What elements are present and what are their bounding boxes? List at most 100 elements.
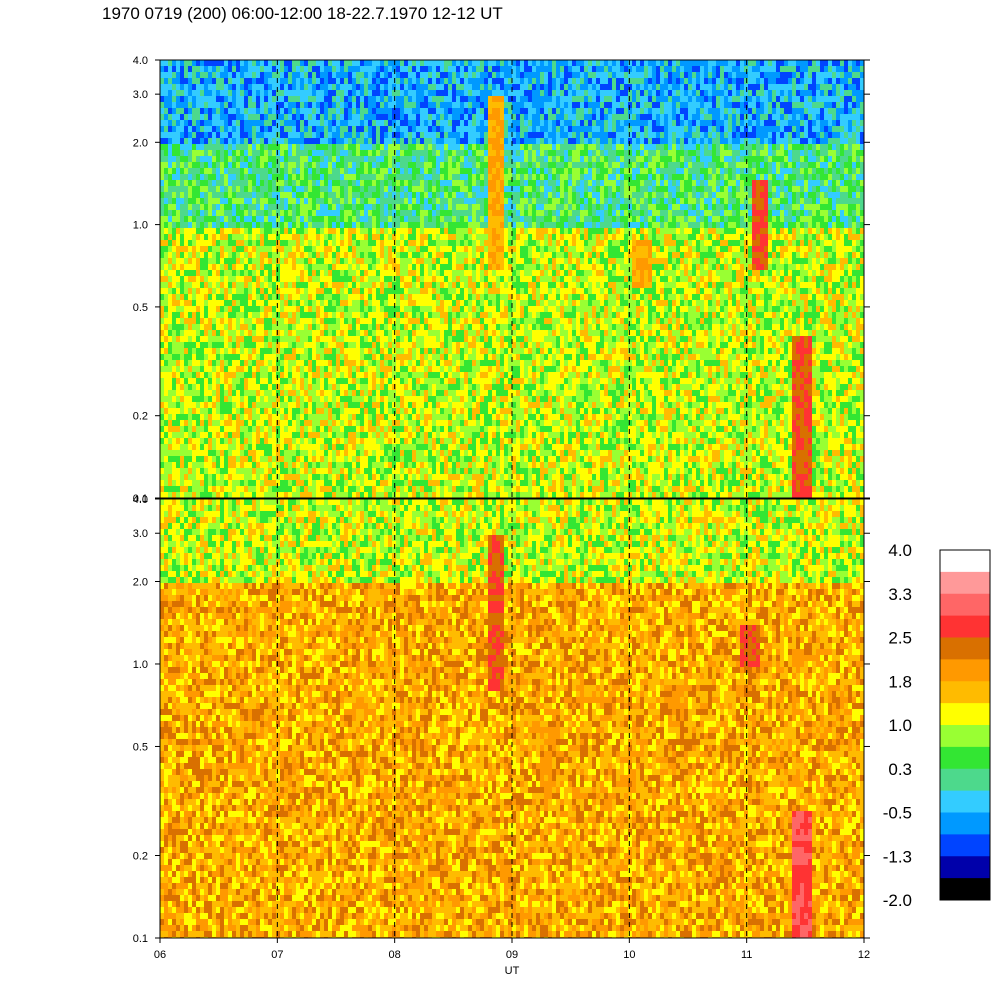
heatmap-cell <box>416 228 420 234</box>
heatmap-cell <box>164 198 168 204</box>
heatmap-cell <box>356 156 360 162</box>
heatmap-cell <box>320 402 324 408</box>
heatmap-cell <box>248 402 252 408</box>
heatmap-cell <box>384 102 388 108</box>
heatmap-cell <box>184 456 188 462</box>
heatmap-cell <box>272 66 276 72</box>
heatmap-cell <box>420 402 424 408</box>
heatmap-cell <box>328 450 332 456</box>
heatmap-cell <box>168 66 172 72</box>
heatmap-cell <box>372 246 376 252</box>
heatmap-cell <box>352 492 356 498</box>
heatmap-cell <box>404 222 408 228</box>
heatmap-cell <box>416 360 420 366</box>
heatmap-cell <box>176 426 180 432</box>
heatmap-cell <box>392 210 396 216</box>
heatmap-cell <box>244 102 248 108</box>
heatmap-cell <box>184 432 188 438</box>
heatmap-cell <box>160 120 164 126</box>
heatmap-cell <box>184 114 188 120</box>
heatmap-cell <box>312 294 316 300</box>
heatmap-cell <box>328 282 332 288</box>
heatmap-cell <box>280 198 284 204</box>
heatmap-cell <box>216 222 220 228</box>
heatmap-cell <box>408 180 412 186</box>
heatmap-cell <box>292 90 296 96</box>
heatmap-cell <box>424 306 428 312</box>
heatmap-cell <box>424 378 428 384</box>
heatmap-cell <box>368 294 372 300</box>
heatmap-cell <box>300 84 304 90</box>
heatmap-cell <box>336 264 340 270</box>
heatmap-cell <box>172 354 176 360</box>
heatmap-cell <box>380 234 384 240</box>
heatmap-cell <box>204 150 208 156</box>
heatmap-cell <box>360 468 364 474</box>
heatmap-cell <box>216 90 220 96</box>
heatmap-cell <box>248 222 252 228</box>
heatmap-cell <box>384 66 388 72</box>
heatmap-cell <box>212 360 216 366</box>
heatmap-cell <box>232 462 236 468</box>
heatmap-cell <box>164 450 168 456</box>
heatmap-cell <box>312 450 316 456</box>
heatmap-cell <box>200 288 204 294</box>
heatmap-cell <box>412 198 416 204</box>
heatmap-cell <box>260 318 264 324</box>
heatmap-cell <box>340 432 344 438</box>
heatmap-cell <box>184 486 188 492</box>
heatmap-cell <box>224 456 228 462</box>
heatmap-cell <box>412 96 416 102</box>
heatmap-cell <box>404 156 408 162</box>
heatmap-cell <box>200 360 204 366</box>
heatmap-cell <box>248 426 252 432</box>
heatmap-cell <box>268 468 272 474</box>
heatmap-cell <box>200 228 204 234</box>
heatmap-cell <box>196 138 200 144</box>
heatmap-cell <box>160 90 164 96</box>
heatmap-cell <box>180 492 184 498</box>
heatmap-cell <box>184 312 188 318</box>
heatmap-cell <box>200 114 204 120</box>
heatmap-cell <box>212 348 216 354</box>
heatmap-cell <box>248 294 252 300</box>
heatmap-cell <box>288 144 292 150</box>
heatmap-cell <box>276 336 280 342</box>
heatmap-cell <box>236 486 240 492</box>
heatmap-cell <box>236 408 240 414</box>
heatmap-cell <box>172 456 176 462</box>
heatmap-cell <box>248 108 252 114</box>
heatmap-cell <box>200 420 204 426</box>
heatmap-cell <box>280 450 284 456</box>
heatmap-cell <box>268 60 272 66</box>
heatmap-cell <box>368 426 372 432</box>
heatmap-cell <box>428 312 432 318</box>
heatmap-cell <box>176 144 180 150</box>
heatmap-cell <box>332 486 336 492</box>
heatmap-cell <box>276 66 280 72</box>
heatmap-cell <box>424 120 428 126</box>
heatmap-cell <box>316 198 320 204</box>
heatmap-cell <box>252 414 256 420</box>
heatmap-cell <box>212 396 216 402</box>
heatmap-cell <box>404 120 408 126</box>
heatmap-cell <box>348 354 352 360</box>
heatmap-cell <box>380 204 384 210</box>
heatmap-cell <box>224 360 228 366</box>
heatmap-cell <box>232 222 236 228</box>
heatmap-cell <box>388 120 392 126</box>
heatmap-cell <box>300 174 304 180</box>
heatmap-cell <box>428 258 432 264</box>
heatmap-cell <box>340 204 344 210</box>
heatmap-cell <box>260 102 264 108</box>
heatmap-cell <box>248 330 252 336</box>
heatmap-cell <box>208 240 212 246</box>
heatmap-cell <box>172 114 176 120</box>
heatmap-cell <box>316 222 320 228</box>
heatmap-cell <box>284 108 288 114</box>
heatmap-cell <box>208 354 212 360</box>
heatmap-cell <box>332 234 336 240</box>
heatmap-cell <box>172 378 176 384</box>
heatmap-cell <box>360 234 364 240</box>
heatmap-cell <box>236 462 240 468</box>
